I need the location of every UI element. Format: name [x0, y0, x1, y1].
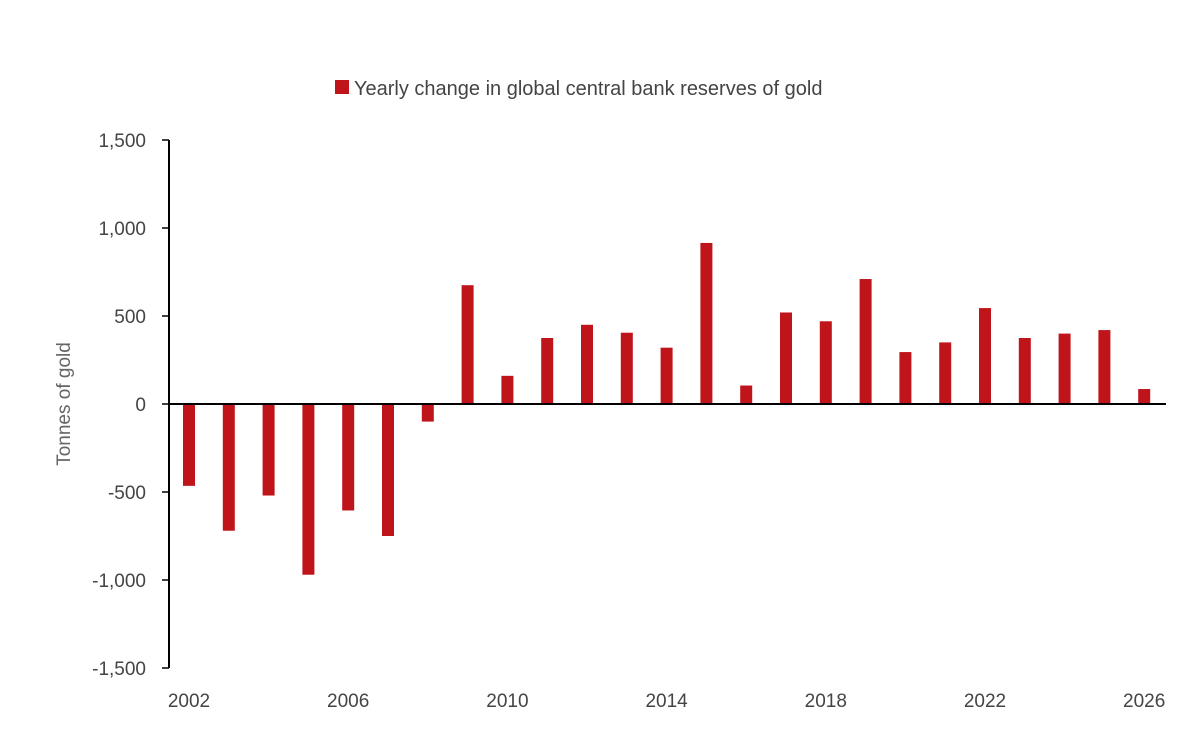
bar-2013 — [620, 332, 633, 404]
y-tick-label: -1,500 — [92, 659, 146, 680]
bar-2014 — [660, 347, 673, 404]
y-tick-label: -500 — [108, 483, 146, 504]
x-tick-label: 2002 — [168, 691, 210, 712]
bar-2009 — [461, 285, 474, 404]
bar-2022 — [979, 308, 991, 404]
bars — [183, 242, 1151, 575]
x-tick-label: 2026 — [1123, 691, 1165, 712]
y-tick-label: -1,000 — [92, 571, 146, 592]
x-tick-label: 2010 — [486, 691, 528, 712]
y-axis-ticks: 1,500 1,000 500 0 -500 -1,000 -1,500 — [92, 131, 169, 680]
bar-2002 — [183, 404, 195, 486]
bar-2024 — [1058, 333, 1071, 404]
bar-2011 — [541, 338, 554, 404]
legend: Yearly change in global central bank res… — [335, 78, 822, 100]
y-tick-label: 1,500 — [98, 131, 146, 152]
bar-2003 — [222, 404, 235, 531]
bar-2021 — [939, 342, 952, 404]
y-axis-title: Tonnes of gold — [54, 342, 75, 466]
x-tick-label: 2018 — [805, 691, 847, 712]
bar-2026 — [1138, 389, 1151, 404]
bar-2005 — [302, 404, 315, 575]
x-tick-label: 2022 — [964, 691, 1006, 712]
bar-2016 — [740, 385, 753, 404]
bar-2010 — [501, 375, 514, 404]
bar-2017 — [780, 312, 792, 404]
bar-2015 — [700, 242, 713, 404]
y-tick-label: 0 — [135, 395, 146, 416]
bar-2025 — [1098, 330, 1111, 404]
y-tick-label: 500 — [114, 307, 146, 328]
x-tick-label: 2014 — [645, 691, 688, 712]
x-tick-label: 2006 — [327, 691, 369, 712]
bar-2012 — [581, 324, 593, 404]
x-axis-ticks: 2002 2006 2010 2014 2018 2022 2026 — [168, 691, 1165, 712]
bar-2018 — [819, 321, 832, 404]
bar-2008 — [421, 404, 434, 422]
y-tick-label: 1,000 — [98, 219, 146, 240]
bar-2007 — [382, 404, 394, 536]
bar-2023 — [1018, 338, 1031, 404]
bar-2004 — [262, 404, 275, 496]
bar-2006 — [342, 404, 355, 511]
legend-swatch — [335, 80, 349, 94]
bar-2020 — [899, 352, 912, 404]
legend-label: Yearly change in global central bank res… — [354, 78, 822, 100]
bar-2019 — [859, 279, 872, 404]
